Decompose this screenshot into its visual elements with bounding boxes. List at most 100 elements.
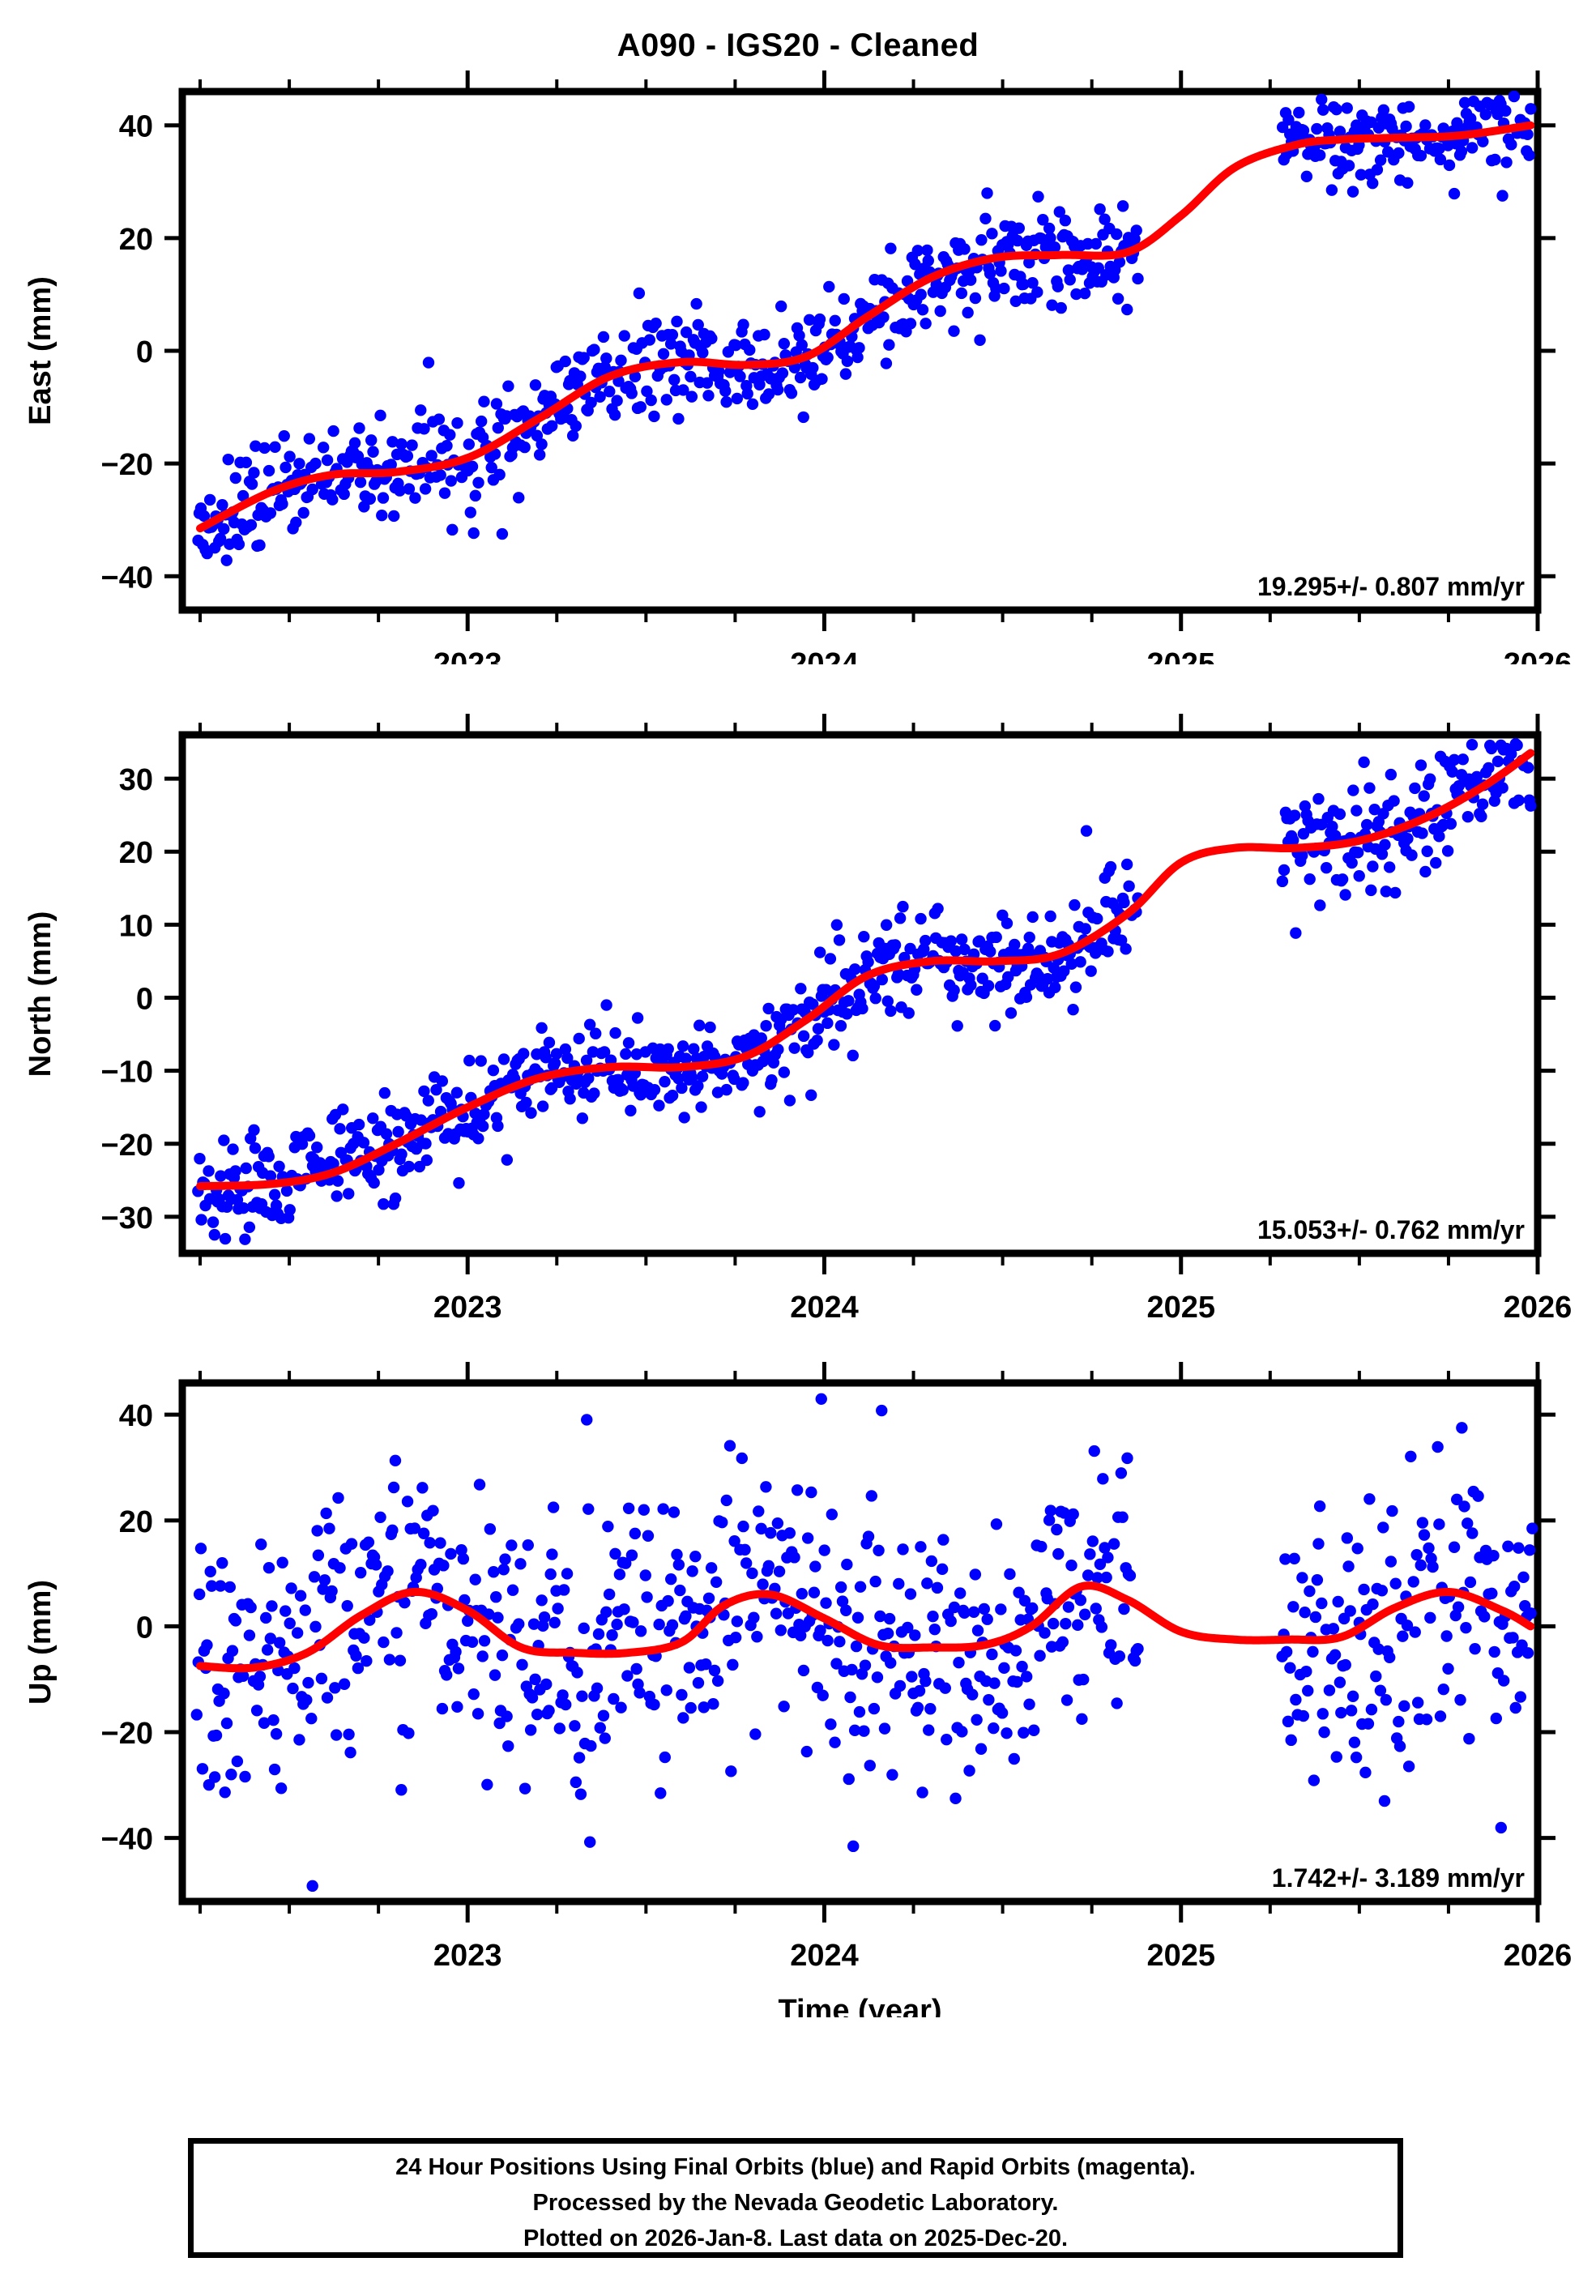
data-point bbox=[1451, 1493, 1463, 1506]
data-point bbox=[425, 1607, 438, 1620]
data-point bbox=[557, 1689, 569, 1701]
data-point bbox=[648, 410, 660, 423]
data-point bbox=[1094, 1558, 1107, 1570]
data-point bbox=[190, 1709, 203, 1721]
data-point bbox=[1016, 1660, 1028, 1673]
data-point bbox=[1312, 1538, 1325, 1550]
data-point bbox=[671, 1548, 683, 1561]
data-point bbox=[485, 461, 497, 474]
data-point bbox=[582, 1503, 595, 1515]
data-point bbox=[1132, 1642, 1144, 1655]
data-point bbox=[338, 1678, 351, 1690]
data-point bbox=[1368, 804, 1380, 816]
y-tick-label: 20 bbox=[119, 223, 153, 257]
data-point bbox=[787, 1004, 800, 1016]
data-point bbox=[348, 437, 361, 450]
data-point bbox=[1316, 1597, 1328, 1610]
data-point bbox=[518, 441, 531, 454]
data-point bbox=[1043, 1514, 1056, 1526]
data-point bbox=[1002, 971, 1014, 984]
data-point bbox=[1345, 1705, 1358, 1717]
data-point bbox=[574, 370, 587, 382]
data-point bbox=[1336, 873, 1349, 886]
data-point bbox=[361, 1654, 373, 1667]
data-point bbox=[1307, 1645, 1319, 1658]
data-point bbox=[1379, 839, 1391, 851]
data-point bbox=[1091, 912, 1103, 925]
data-point bbox=[1296, 849, 1308, 862]
data-point bbox=[1335, 1706, 1347, 1719]
data-point bbox=[841, 355, 854, 368]
data-point bbox=[653, 1618, 665, 1631]
data-point bbox=[1460, 1621, 1472, 1634]
data-point bbox=[1341, 102, 1353, 114]
data-point bbox=[299, 1604, 311, 1616]
data-point bbox=[775, 1624, 787, 1637]
data-point bbox=[773, 1565, 786, 1577]
data-point bbox=[585, 1739, 597, 1752]
fit-line bbox=[196, 121, 1535, 533]
data-point bbox=[451, 1701, 463, 1713]
data-point bbox=[250, 440, 262, 452]
x-tick-label: 2025 bbox=[1146, 1939, 1215, 1973]
data-point bbox=[969, 1568, 982, 1581]
data-point bbox=[266, 1600, 278, 1612]
data-point bbox=[634, 401, 647, 413]
data-point bbox=[284, 1617, 296, 1629]
data-point bbox=[222, 453, 234, 466]
data-point bbox=[344, 1746, 356, 1759]
data-point bbox=[965, 979, 977, 992]
data-point bbox=[604, 386, 616, 398]
data-point bbox=[948, 984, 960, 996]
y-tick-label: −40 bbox=[101, 561, 153, 595]
data-point bbox=[276, 1556, 288, 1568]
data-point bbox=[492, 1120, 504, 1133]
data-point bbox=[885, 242, 897, 254]
data-point bbox=[853, 342, 865, 354]
data-point bbox=[783, 1095, 796, 1107]
data-point bbox=[1046, 299, 1058, 311]
data-point bbox=[573, 1752, 586, 1764]
data-point bbox=[844, 1691, 856, 1704]
data-point bbox=[630, 1048, 642, 1061]
data-point bbox=[552, 1603, 564, 1615]
y-tick-label: −40 bbox=[101, 1823, 153, 1857]
data-point bbox=[878, 1722, 891, 1735]
data-point bbox=[220, 554, 233, 566]
data-point bbox=[492, 421, 504, 434]
data-point bbox=[248, 467, 260, 479]
data-point bbox=[1121, 1452, 1133, 1465]
data-point bbox=[1334, 126, 1346, 138]
data-point bbox=[1434, 1710, 1447, 1722]
data-point bbox=[1056, 1636, 1069, 1649]
data-point bbox=[737, 1077, 749, 1089]
data-point bbox=[1032, 970, 1045, 983]
data-point bbox=[1037, 214, 1049, 226]
data-point bbox=[225, 1769, 237, 1781]
data-point bbox=[1296, 1572, 1308, 1584]
data-point bbox=[206, 1580, 218, 1592]
data-point bbox=[1023, 1698, 1035, 1710]
data-point bbox=[1082, 237, 1094, 250]
data-point bbox=[293, 458, 305, 470]
data-point bbox=[954, 1587, 967, 1599]
data-point bbox=[327, 425, 339, 437]
data-point bbox=[1113, 1650, 1126, 1662]
data-point bbox=[998, 1662, 1010, 1675]
data-point bbox=[237, 1670, 250, 1682]
data-point bbox=[1112, 292, 1124, 305]
data-point bbox=[834, 1636, 846, 1648]
data-point bbox=[496, 1649, 509, 1662]
rate-label: 19.295+/- 0.807 mm/yr bbox=[1257, 572, 1525, 601]
data-point bbox=[1026, 911, 1039, 924]
data-point bbox=[473, 1479, 486, 1491]
data-point bbox=[531, 429, 544, 442]
data-point bbox=[1288, 1552, 1300, 1564]
data-point bbox=[986, 1648, 998, 1661]
data-point bbox=[1282, 113, 1295, 126]
y-tick-label: 0 bbox=[136, 983, 153, 1017]
data-point bbox=[1130, 224, 1142, 237]
x-tick-label: 2026 bbox=[1504, 1291, 1573, 1321]
data-point bbox=[1380, 886, 1393, 898]
data-point bbox=[273, 1637, 286, 1649]
